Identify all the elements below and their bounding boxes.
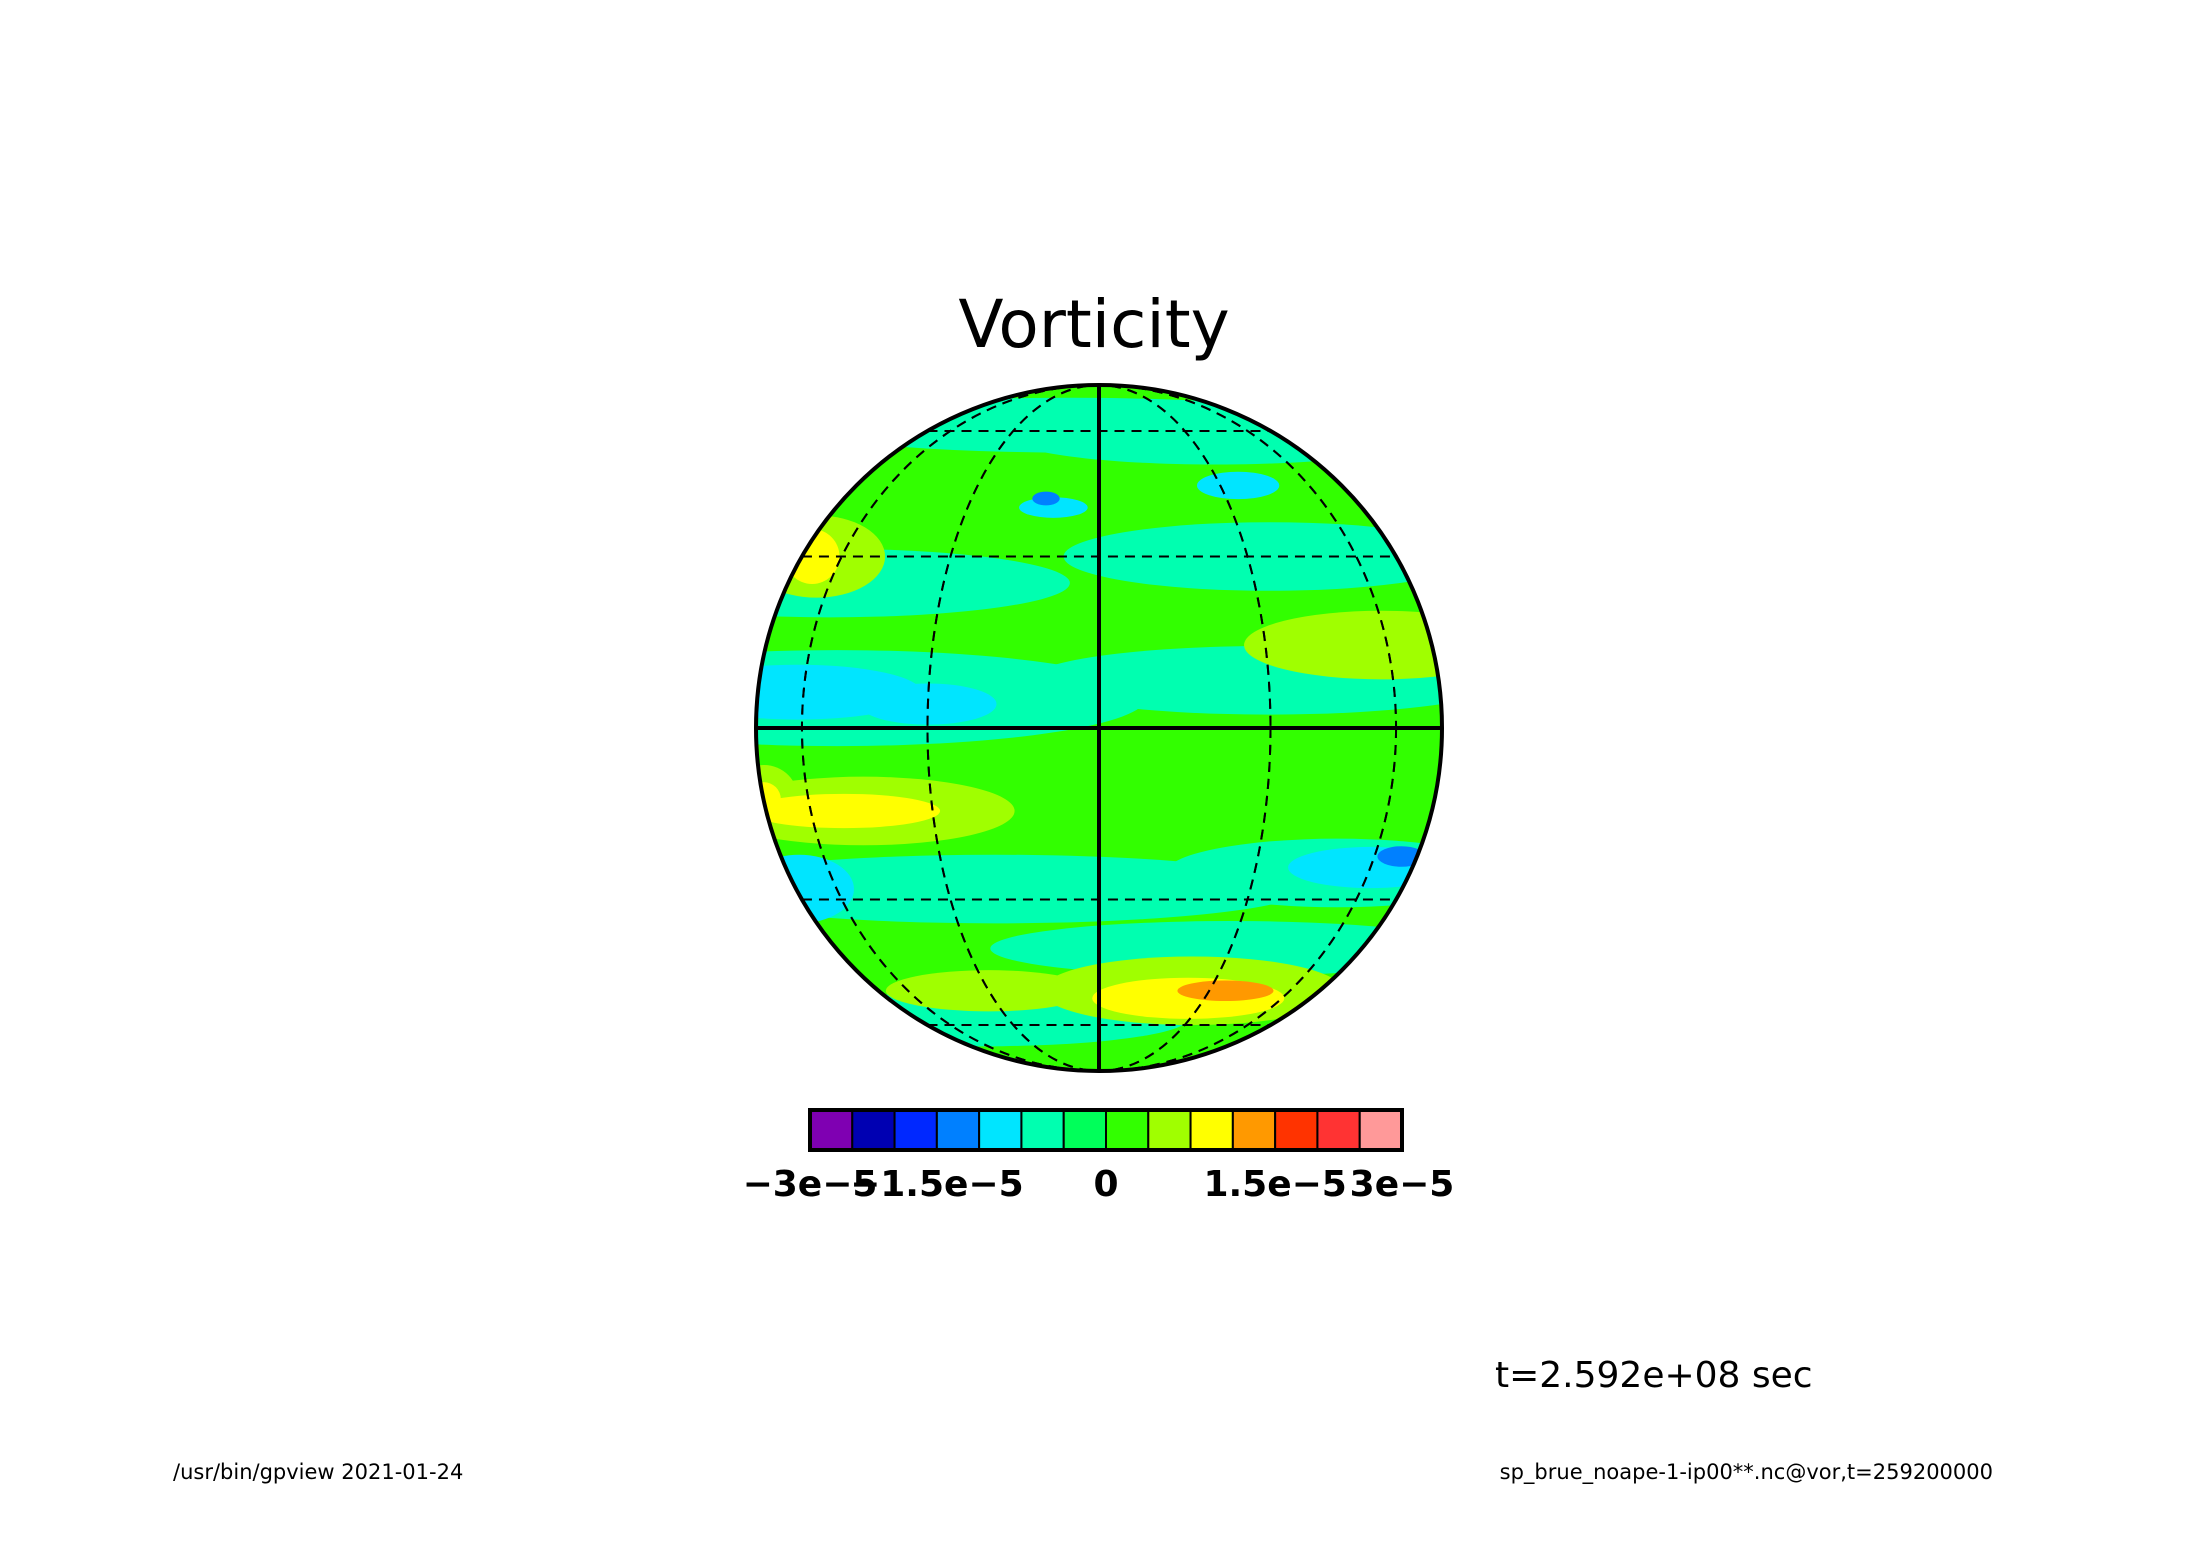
colorbar-box [935, 1109, 981, 1151]
field-patch [1196, 471, 1280, 500]
field-patch [756, 664, 922, 720]
colorbar-box [1105, 1109, 1150, 1151]
colorbar-box [809, 1109, 854, 1151]
colorbar-tick-label: −3e−5 [743, 1164, 878, 1205]
colorbar-box [1358, 1109, 1403, 1151]
colorbar-ticks: −3e−5−1.5e−5 0 1.5e−5 3e−5 [743, 1164, 1455, 1205]
colorbar-box [1231, 1109, 1277, 1151]
colorbar-frame [808, 1108, 1404, 1152]
colorbar-box [1274, 1109, 1319, 1151]
colorbar-box [978, 1109, 1023, 1151]
colorbar-boxes [808, 1108, 1404, 1152]
map-title: Vorticity [958, 286, 1230, 363]
colorbar-box [1147, 1109, 1192, 1151]
colorbar-box [851, 1109, 896, 1151]
globe-outline [754, 383, 1444, 1073]
field-patch [756, 793, 941, 829]
footer-variable-info: sp_brue_noape-1-ip00**.nc@vor,t=25920000… [1499, 1460, 1993, 1484]
field-patch [885, 970, 1092, 1012]
colorbar-box [1062, 1109, 1107, 1151]
colorbar-box [893, 1109, 938, 1151]
colorbar-tick-label: 3e−5 [1350, 1164, 1455, 1205]
colorbar-box [1316, 1109, 1361, 1151]
footer-program-date: /usr/bin/gpview 2021-01-24 [173, 1460, 464, 1484]
field-patch [1032, 491, 1060, 506]
field-patch [1244, 610, 1442, 680]
colorbar-box [1189, 1109, 1234, 1151]
graticule [756, 385, 1442, 1071]
colorbar-tick-label: −1.5e−5 [850, 1164, 1024, 1205]
field-patch [1177, 980, 1274, 1002]
time-label: t=2.592e+08 sec [1495, 1355, 1813, 1396]
colorbar-tick-label: 1.5e−5 [1203, 1164, 1346, 1205]
colorbar-box [1020, 1109, 1065, 1151]
colorbar-tick-label: 0 [1093, 1164, 1118, 1205]
